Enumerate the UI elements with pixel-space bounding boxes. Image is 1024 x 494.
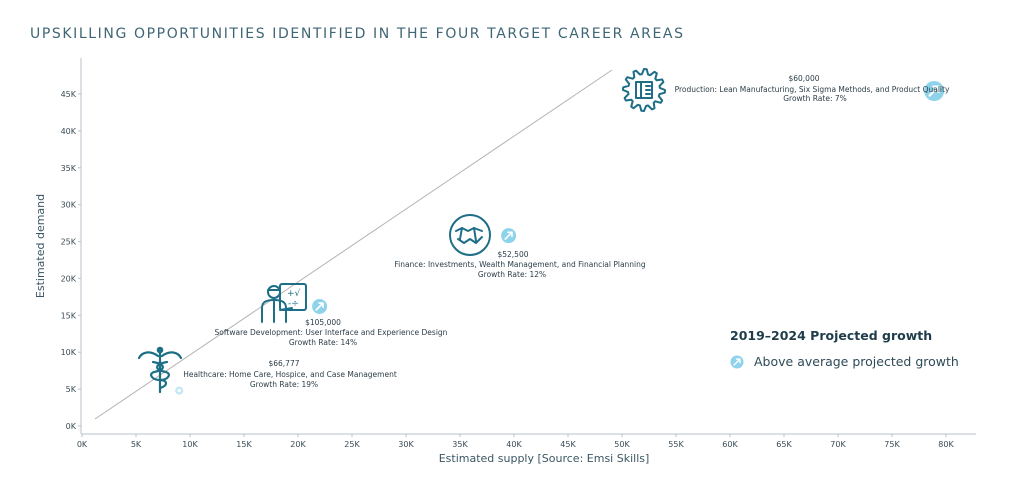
y-tick-label: 45K: [61, 90, 77, 99]
x-tick-label: 45K: [560, 440, 576, 449]
x-tick-label: 35K: [452, 440, 468, 449]
annotation-growth: Growth Rate: 7%: [783, 94, 847, 103]
annotation-growth: Growth Rate: 12%: [478, 270, 546, 279]
icons-layer: +√-÷: [137, 68, 666, 394]
x-tick-label: 10K: [182, 440, 198, 449]
x-tick-label: 80K: [938, 440, 954, 449]
annotation-label: Production: Lean Manufacturing, Six Sigm…: [675, 85, 950, 94]
arrow-up-right-icon: [315, 302, 324, 311]
annotation-label: Software Development: User Interface and…: [215, 328, 448, 337]
legend-title: 2019–2024 Projected growth: [730, 328, 932, 343]
y-tick-label: 5K: [66, 385, 77, 394]
developer-icon: +√-÷: [261, 283, 307, 323]
x-tick-label: 25K: [344, 440, 360, 449]
svg-text:+√: +√: [287, 288, 301, 299]
annotations-layer: $66,777 Healthcare: Home Care, Hospice, a…: [183, 74, 950, 389]
points-layer: [175, 81, 945, 395]
annotation-growth: Growth Rate: 14%: [289, 338, 357, 347]
axes: 0K 5K 10K 15K 20K 25K 30K 35K 40K 45K 50K 55K 60K 65K…: [34, 58, 976, 465]
arrow-up-right-icon: [928, 85, 940, 97]
data-point-production: [924, 81, 945, 102]
annotation-salary: $66,777: [268, 359, 299, 368]
y-tick-label: 15K: [61, 311, 77, 320]
annotation-salary: $60,000: [788, 74, 819, 83]
caduceus-icon: [137, 346, 183, 394]
chart-title: UPSKILLING OPPORTUNITIES IDENTIFIED IN T…: [30, 26, 685, 42]
legend: 2019–2024 Projected growth Above average …: [730, 328, 959, 369]
x-tick-label: 75K: [884, 440, 900, 449]
x-tick-label: 70K: [830, 440, 846, 449]
x-tick-label: 55K: [668, 440, 684, 449]
x-tick-label: 60K: [722, 440, 738, 449]
handshake-icon: [449, 214, 491, 256]
annotation-label: Healthcare: Home Care, Hospice, and Case…: [183, 370, 397, 379]
x-tick-label: 20K: [290, 440, 306, 449]
y-tick-label: 40K: [61, 127, 77, 136]
x-tick-label: 15K: [236, 440, 252, 449]
data-point-healthcare: [175, 386, 184, 395]
annotation-growth: Growth Rate: 19%: [250, 380, 318, 389]
gear-icon: [622, 68, 666, 112]
annotation-salary: $105,000: [305, 318, 341, 327]
x-tick-label: 30K: [398, 440, 414, 449]
y-tick-label: 0K: [66, 422, 77, 431]
x-tick-label: 5K: [131, 440, 142, 449]
y-axis-label: Estimated demand: [34, 194, 47, 298]
data-point-software: [312, 298, 328, 314]
svg-text:-÷: -÷: [288, 299, 299, 309]
arrow-up-right-icon: [504, 231, 513, 240]
legend-item-label: Above average projected growth: [754, 354, 959, 369]
arrow-up-right-icon: [733, 358, 741, 366]
reference-line: [94, 69, 613, 420]
x-tick-label: 50K: [614, 440, 630, 449]
y-tick-label: 10K: [61, 348, 77, 357]
y-tick-label: 25K: [61, 238, 77, 247]
x-tick-label: 40K: [506, 440, 522, 449]
annotation-label: Finance: Investments, Wealth Management,…: [394, 260, 646, 269]
x-axis-label: Estimated supply [Source: Emsi Skills]: [439, 452, 650, 465]
annotation-salary: $52,500: [497, 250, 528, 259]
y-tick-label: 30K: [61, 201, 77, 210]
reference-line-layer: [94, 69, 613, 420]
x-tick-label: 65K: [776, 440, 792, 449]
data-point-finance: [501, 228, 517, 244]
legend-marker: [730, 355, 744, 369]
y-tick-label: 20K: [61, 274, 77, 283]
y-tick-label: 35K: [61, 164, 77, 173]
x-tick-label: 0K: [77, 440, 88, 449]
